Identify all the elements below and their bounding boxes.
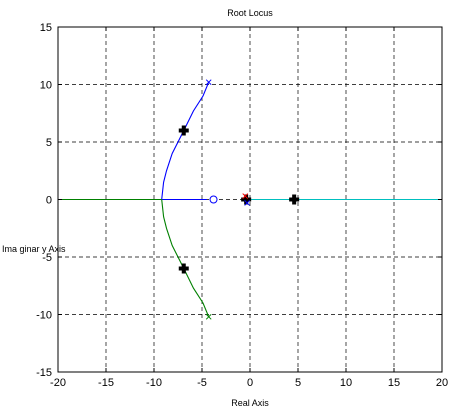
y-tick-label: 15 <box>40 22 52 34</box>
pole-marker-v <box>181 125 186 136</box>
locus-branch-1 <box>161 81 210 201</box>
x-tick-label: 5 <box>295 377 301 389</box>
y-tick-label: 10 <box>40 80 52 92</box>
zero-marker <box>209 195 218 204</box>
cross-stroke-b <box>244 200 250 206</box>
cross-marker <box>242 193 249 199</box>
cross-marker <box>244 200 250 206</box>
cross-stroke-b <box>242 193 249 199</box>
x-tick-label: 0 <box>247 377 253 389</box>
pole-marker <box>241 194 252 205</box>
pole-marker-v <box>244 194 249 205</box>
y-tick-label: 5 <box>46 137 52 149</box>
x-tick-label: -20 <box>50 377 66 389</box>
y-tick-label: -15 <box>36 367 52 379</box>
chart-title: Root Locus <box>227 8 273 18</box>
x-tick-label: 15 <box>388 377 400 389</box>
x-tick-label: -15 <box>98 377 114 389</box>
x-tick-label: -5 <box>197 377 207 389</box>
y-tick-label: -10 <box>36 310 52 322</box>
x-tick-label: 20 <box>436 377 448 389</box>
cross-marker <box>205 79 212 86</box>
y-tick-label: -5 <box>42 252 52 264</box>
pole-marker <box>289 194 300 205</box>
pole-marker-v <box>292 194 297 205</box>
cross-stroke-b <box>205 313 212 320</box>
cross-marker <box>205 313 212 320</box>
marker-layer <box>178 79 300 320</box>
x-tick-label: -10 <box>146 377 162 389</box>
x-tick-label: 10 <box>340 377 352 389</box>
y-tick-label: 0 <box>46 195 52 207</box>
y-axis-label: Ima ginar y Axis <box>2 244 66 254</box>
cross-stroke-b <box>205 79 212 86</box>
pole-marker-v <box>181 263 186 274</box>
pole-marker <box>178 125 189 136</box>
x-axis-label: Real Axis <box>231 398 269 408</box>
pole-marker <box>178 263 189 274</box>
locus-branch-2 <box>58 198 210 318</box>
